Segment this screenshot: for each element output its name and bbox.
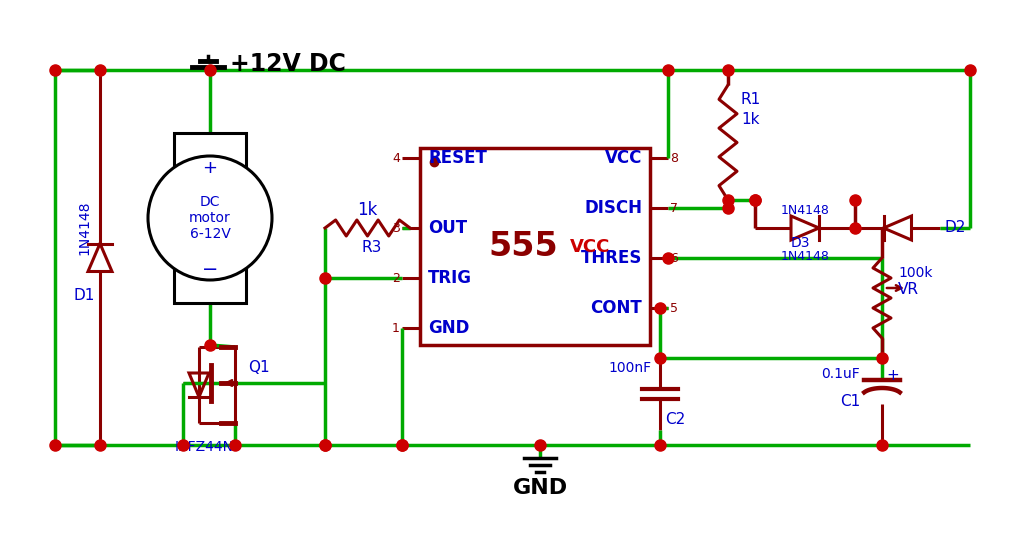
- Text: GND: GND: [428, 319, 469, 337]
- Text: TRIG: TRIG: [428, 269, 472, 287]
- Text: 1N4148: 1N4148: [77, 200, 91, 255]
- Text: +: +: [886, 368, 899, 383]
- Text: 6: 6: [670, 252, 678, 265]
- Text: DC
motor
6-12V: DC motor 6-12V: [189, 195, 230, 241]
- Bar: [174, 133, 246, 303]
- Text: CONT: CONT: [590, 299, 642, 317]
- Text: C2: C2: [665, 412, 685, 426]
- Text: +12V DC: +12V DC: [230, 52, 346, 76]
- Text: R3: R3: [361, 241, 382, 255]
- Text: D2: D2: [945, 220, 967, 236]
- Text: OUT: OUT: [428, 219, 467, 237]
- Text: Q1: Q1: [248, 361, 269, 375]
- Text: 1N4148: 1N4148: [780, 204, 829, 218]
- Text: 3: 3: [392, 221, 400, 235]
- Text: 555: 555: [488, 230, 558, 263]
- Text: 100k: 100k: [898, 266, 933, 280]
- Text: THRES: THRES: [581, 249, 642, 267]
- Text: IRFZ44N: IRFZ44N: [175, 440, 234, 454]
- Text: R1: R1: [741, 93, 761, 107]
- Text: 4: 4: [392, 151, 400, 164]
- Text: 100nF: 100nF: [609, 361, 652, 375]
- Text: VR: VR: [898, 283, 919, 298]
- Text: 7: 7: [670, 202, 678, 214]
- Text: 1: 1: [392, 322, 400, 334]
- Text: 8: 8: [670, 151, 678, 164]
- Text: 1k: 1k: [741, 112, 760, 128]
- Text: VCC: VCC: [570, 237, 610, 255]
- Text: 2: 2: [392, 271, 400, 284]
- Circle shape: [148, 156, 272, 280]
- Text: D3: D3: [791, 236, 810, 250]
- Text: RESET: RESET: [428, 149, 486, 167]
- Text: 0.1uF: 0.1uF: [821, 367, 860, 381]
- Text: 1k: 1k: [357, 201, 378, 219]
- Text: GND: GND: [512, 478, 567, 498]
- Text: C1: C1: [840, 395, 860, 409]
- Text: +: +: [203, 159, 217, 177]
- Text: −: −: [202, 260, 218, 279]
- Bar: [420, 148, 650, 345]
- Text: D1: D1: [74, 288, 94, 303]
- Text: 1N4148: 1N4148: [780, 249, 829, 262]
- Text: 5: 5: [670, 301, 678, 315]
- Text: DISCH: DISCH: [584, 199, 642, 217]
- Text: VCC: VCC: [604, 149, 642, 167]
